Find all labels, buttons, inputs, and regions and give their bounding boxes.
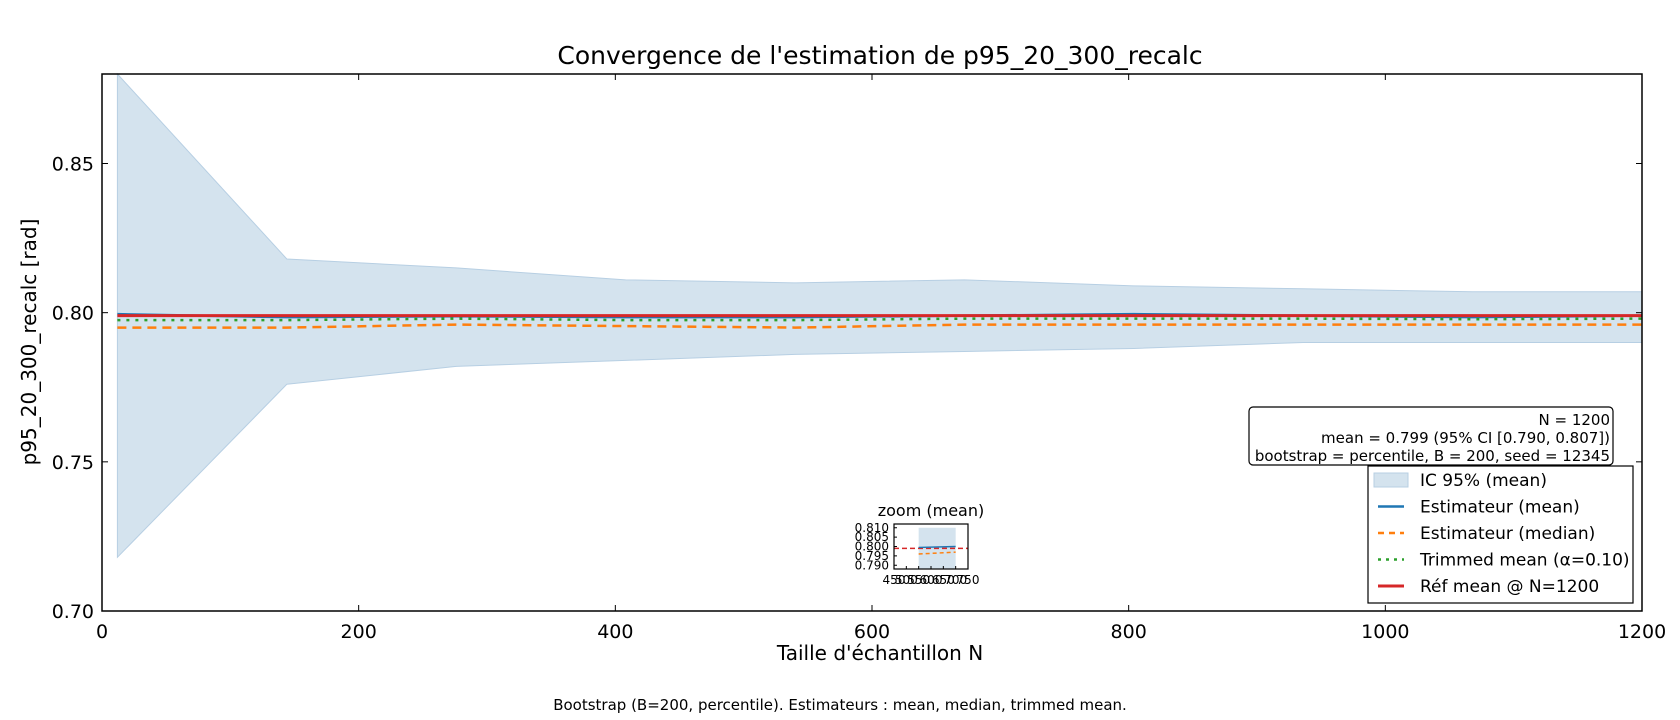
inset-y-tick-label: 0.800 bbox=[855, 540, 889, 554]
y-tick-label: 0.75 bbox=[52, 452, 94, 474]
inset-y-tick-label: 0.805 bbox=[855, 530, 889, 544]
inset-title: zoom (mean) bbox=[878, 501, 985, 520]
legend-swatch-band bbox=[1373, 472, 1409, 488]
y-tick-label: 0.80 bbox=[52, 303, 94, 325]
plot-area: 0 200 400 600 800 1000 1200 0.70 0.75 0.80 0.85 N =… bbox=[52, 72, 1666, 643]
inset-x-tick-label: 750 bbox=[957, 573, 980, 587]
inset-x-tick-label: 600 bbox=[920, 573, 943, 587]
legend-entry-label: Réf mean @ N=1200 bbox=[1420, 577, 1599, 597]
inset-y-tick-label: 0.790 bbox=[855, 558, 889, 572]
legend-entry-label: Estimateur (median) bbox=[1420, 524, 1595, 544]
stats-line: bootstrap = percentile, B = 200, seed = … bbox=[1255, 447, 1610, 465]
series-line-2 bbox=[117, 317, 1643, 322]
inset-mean-line bbox=[918, 545, 956, 549]
y-tick-label: 0.70 bbox=[52, 601, 94, 623]
x-tick-label: 1000 bbox=[1361, 621, 1409, 643]
y-tick-label: 0.85 bbox=[52, 154, 94, 176]
stats-line: mean = 0.799 (95% CI [0.790, 0.807]) bbox=[1321, 429, 1610, 447]
inset-median-line bbox=[918, 551, 956, 555]
inset-y-tick-label: 0.795 bbox=[855, 549, 889, 563]
x-tick-label: 0 bbox=[96, 621, 108, 643]
x-tick-label: 1200 bbox=[1618, 621, 1666, 643]
inset-x-tick-label: 650 bbox=[932, 573, 955, 587]
inset-x-tick-label: 700 bbox=[944, 573, 967, 587]
x-tick-label: 600 bbox=[854, 621, 890, 643]
inset-x-tick-label: 500 bbox=[895, 573, 918, 587]
inset-x-tick-label: 550 bbox=[907, 573, 930, 587]
legend-entry-label: Estimateur (mean) bbox=[1420, 498, 1580, 518]
figure-caption: Bootstrap (B=200, percentile). Estimateu… bbox=[553, 696, 1127, 714]
inset-x-tick-label: 450 bbox=[883, 573, 906, 587]
stats-box bbox=[1248, 406, 1614, 466]
x-tick-label: 800 bbox=[1111, 621, 1147, 643]
x-tick-label: 400 bbox=[597, 621, 633, 643]
x-tick-label: 200 bbox=[341, 621, 377, 643]
chart-title: Convergence de l'estimation de p95_20_30… bbox=[557, 41, 1202, 70]
inset-y-tick-label: 0.810 bbox=[855, 521, 889, 535]
legend-entry-label: Trimmed mean (α=0.10) bbox=[1419, 551, 1630, 571]
y-axis-label: p95_20_300_recalc [rad] bbox=[17, 219, 41, 466]
stats-line: N = 1200 bbox=[1539, 411, 1611, 429]
legend-entry-label: IC 95% (mean) bbox=[1420, 471, 1547, 491]
x-axis-label: Taille d'échantillon N bbox=[776, 641, 983, 665]
legend-box bbox=[1367, 465, 1634, 604]
